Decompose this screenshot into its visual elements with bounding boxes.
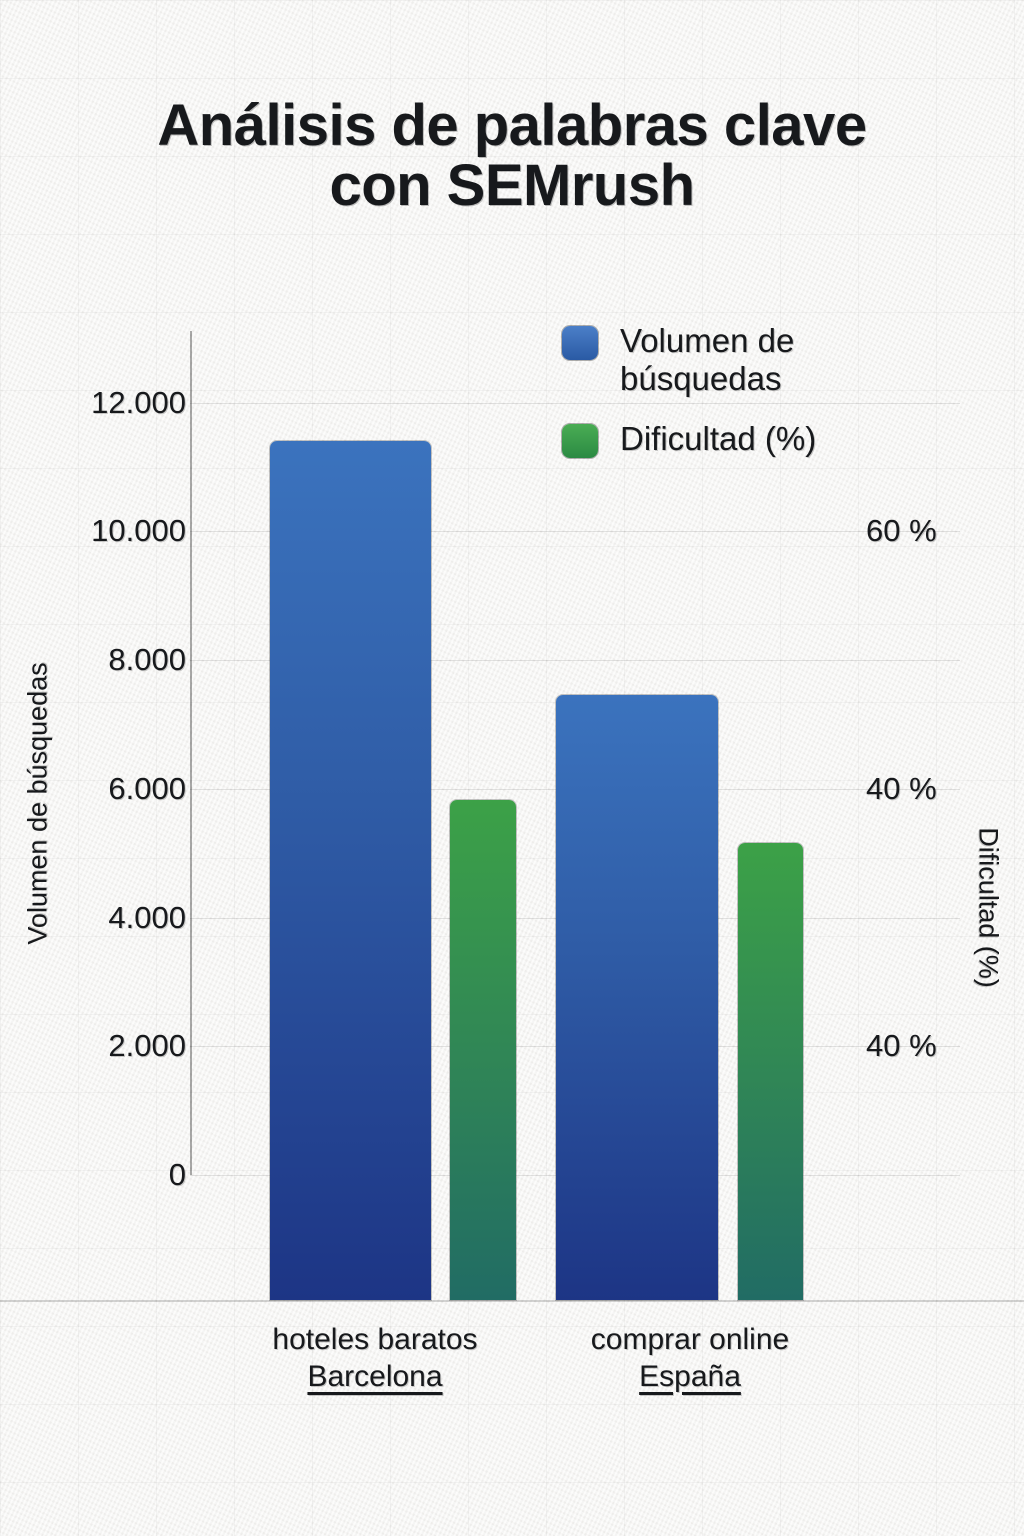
chart-legend: Volumen de búsquedas Dificultad (%) [562,322,982,480]
x-axis-label-category-1-line-1: hoteles baratos [272,1323,478,1356]
y2-axis-tick-60: 60 % [866,513,937,548]
y2-axis-label: Dificultad (%) [973,827,1004,988]
legend-item-dificultad[interactable]: Dificultad (%) [562,420,982,458]
y-axis-tick-2000: 2.000 [108,1028,186,1063]
chart-title: Análisis de palabras clave con SEMrush [0,93,1024,219]
bar-volumen-hoteles-baratos-barcelona[interactable] [270,441,431,1300]
y-axis-tick-0: 0 [168,1157,186,1192]
bar-volumen-comprar-online-espana[interactable] [556,695,718,1300]
chart-title-line-2: con SEMrush [329,153,695,219]
legend-item-label-volumen: Volumen de búsquedas [620,322,795,397]
gridline-8000 [190,660,960,661]
x-axis-label-category-2-line-1: comprar online [590,1323,790,1356]
legend-swatch-blue-icon [562,326,598,360]
chart-title-line-1: Análisis de palabras clave [157,93,867,158]
x-axis-label-category-2-line-2: España [639,1359,741,1393]
y-axis-spine [190,331,192,1175]
x-axis-label-category-1-line-2: Barcelona [307,1359,443,1393]
legend-swatch-green-icon [562,423,598,458]
x-axis-label-category-2: comprar online España [540,1322,840,1395]
y2-axis-tick-40-lower: 40 % [866,1028,937,1063]
x-axis-label-category-1: hoteles baratos Barcelona [215,1322,535,1395]
x-axis-baseline [0,1300,1024,1302]
gridline-12000 [190,403,960,404]
y-axis-tick-6000: 6.000 [108,771,186,806]
gridline-10000 [190,531,960,532]
y-axis-label: Volumen de búsquedas [22,662,53,945]
y2-axis-tick-40-upper: 40 % [866,771,937,806]
y-axis-tick-4000: 4.000 [108,900,186,935]
y-axis-tick-12000: 12.000 [91,385,186,420]
legend-item-label-dificultad: Dificultad (%) [620,419,817,457]
y-axis-tick-10000: 10.000 [91,513,186,548]
y-axis-tick-8000: 8.000 [108,642,186,677]
bar-dificultad-comprar-online-espana[interactable] [738,843,803,1300]
legend-item-volumen-de-busquedas[interactable]: Volumen de búsquedas [562,322,982,398]
bar-dificultad-hoteles-baratos-barcelona[interactable] [450,800,516,1300]
